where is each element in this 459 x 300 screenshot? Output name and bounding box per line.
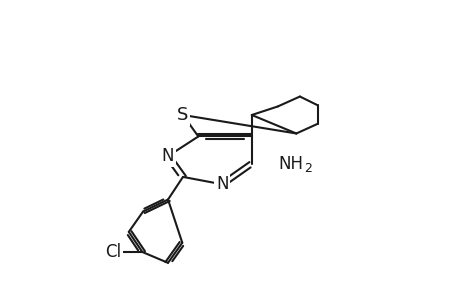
Text: NH: NH [278,154,303,172]
Text: S: S [177,106,188,124]
Text: Cl: Cl [105,243,121,261]
Text: N: N [215,175,228,193]
Text: N: N [162,147,174,165]
Text: 2: 2 [303,162,311,175]
